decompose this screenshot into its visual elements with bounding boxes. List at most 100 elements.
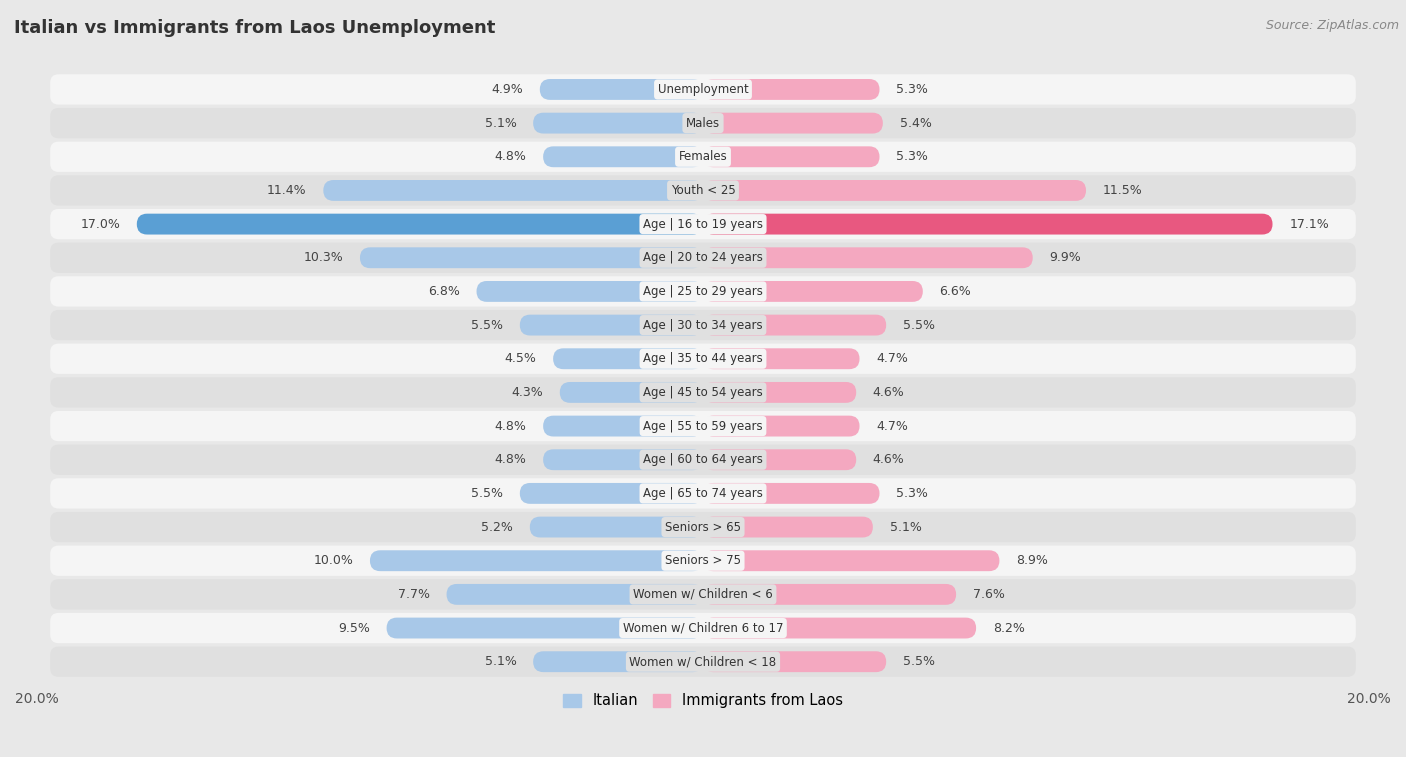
Text: 8.9%: 8.9% [1017,554,1047,567]
Text: 4.8%: 4.8% [495,151,526,164]
FancyBboxPatch shape [703,416,859,437]
FancyBboxPatch shape [51,512,1355,542]
Text: 5.3%: 5.3% [896,151,928,164]
FancyBboxPatch shape [51,242,1355,273]
Text: Age | 60 to 64 years: Age | 60 to 64 years [643,453,763,466]
FancyBboxPatch shape [703,248,1033,268]
FancyBboxPatch shape [540,79,703,100]
FancyBboxPatch shape [703,584,956,605]
FancyBboxPatch shape [703,516,873,537]
Text: 5.1%: 5.1% [890,521,921,534]
Text: 5.5%: 5.5% [471,487,503,500]
FancyBboxPatch shape [533,113,703,133]
Text: Females: Females [679,151,727,164]
Text: 4.8%: 4.8% [495,419,526,432]
FancyBboxPatch shape [51,344,1355,374]
Text: Source: ZipAtlas.com: Source: ZipAtlas.com [1265,19,1399,32]
Text: Women w/ Children < 6: Women w/ Children < 6 [633,588,773,601]
Text: 4.7%: 4.7% [876,419,908,432]
FancyBboxPatch shape [543,416,703,437]
Text: 7.6%: 7.6% [973,588,1005,601]
FancyBboxPatch shape [703,113,883,133]
Text: Youth < 25: Youth < 25 [671,184,735,197]
Text: 5.5%: 5.5% [903,319,935,332]
FancyBboxPatch shape [51,444,1355,475]
Text: 5.5%: 5.5% [471,319,503,332]
Text: Age | 30 to 34 years: Age | 30 to 34 years [643,319,763,332]
FancyBboxPatch shape [703,483,880,504]
FancyBboxPatch shape [520,483,703,504]
FancyBboxPatch shape [51,108,1355,139]
FancyBboxPatch shape [51,613,1355,643]
FancyBboxPatch shape [477,281,703,302]
Text: Age | 35 to 44 years: Age | 35 to 44 years [643,352,763,365]
FancyBboxPatch shape [703,281,922,302]
FancyBboxPatch shape [703,550,1000,571]
Text: 10.3%: 10.3% [304,251,343,264]
Text: Seniors > 75: Seniors > 75 [665,554,741,567]
Text: 4.9%: 4.9% [491,83,523,96]
Text: 5.1%: 5.1% [485,656,516,668]
FancyBboxPatch shape [51,209,1355,239]
Text: Age | 55 to 59 years: Age | 55 to 59 years [643,419,763,432]
FancyBboxPatch shape [51,310,1355,340]
FancyBboxPatch shape [51,579,1355,609]
FancyBboxPatch shape [703,180,1085,201]
FancyBboxPatch shape [553,348,703,369]
Text: Age | 16 to 19 years: Age | 16 to 19 years [643,217,763,231]
Text: 11.5%: 11.5% [1102,184,1143,197]
FancyBboxPatch shape [370,550,703,571]
FancyBboxPatch shape [51,142,1355,172]
Text: Males: Males [686,117,720,129]
Text: 5.1%: 5.1% [485,117,516,129]
Text: Women w/ Children < 18: Women w/ Children < 18 [630,656,776,668]
Text: 7.7%: 7.7% [398,588,430,601]
FancyBboxPatch shape [533,651,703,672]
FancyBboxPatch shape [520,315,703,335]
Text: Age | 20 to 24 years: Age | 20 to 24 years [643,251,763,264]
Text: 11.4%: 11.4% [267,184,307,197]
Text: 5.4%: 5.4% [900,117,931,129]
FancyBboxPatch shape [703,146,880,167]
FancyBboxPatch shape [703,450,856,470]
Text: Women w/ Children 6 to 17: Women w/ Children 6 to 17 [623,621,783,634]
FancyBboxPatch shape [703,382,856,403]
FancyBboxPatch shape [51,478,1355,509]
FancyBboxPatch shape [703,213,1272,235]
FancyBboxPatch shape [703,651,886,672]
FancyBboxPatch shape [543,146,703,167]
Text: 4.7%: 4.7% [876,352,908,365]
FancyBboxPatch shape [703,79,880,100]
FancyBboxPatch shape [703,315,886,335]
FancyBboxPatch shape [703,348,859,369]
Text: 5.3%: 5.3% [896,487,928,500]
FancyBboxPatch shape [51,546,1355,576]
Text: Age | 65 to 74 years: Age | 65 to 74 years [643,487,763,500]
Text: Unemployment: Unemployment [658,83,748,96]
Text: 5.3%: 5.3% [896,83,928,96]
FancyBboxPatch shape [447,584,703,605]
FancyBboxPatch shape [560,382,703,403]
FancyBboxPatch shape [543,450,703,470]
Text: 9.9%: 9.9% [1049,251,1081,264]
FancyBboxPatch shape [136,213,703,235]
FancyBboxPatch shape [51,411,1355,441]
FancyBboxPatch shape [51,276,1355,307]
Text: Age | 45 to 54 years: Age | 45 to 54 years [643,386,763,399]
Text: 17.1%: 17.1% [1289,217,1329,231]
FancyBboxPatch shape [51,377,1355,407]
Text: Seniors > 65: Seniors > 65 [665,521,741,534]
Text: 4.8%: 4.8% [495,453,526,466]
Text: 4.3%: 4.3% [512,386,543,399]
Text: 4.6%: 4.6% [873,453,904,466]
Text: Italian vs Immigrants from Laos Unemployment: Italian vs Immigrants from Laos Unemploy… [14,19,495,37]
FancyBboxPatch shape [51,176,1355,206]
FancyBboxPatch shape [703,618,976,638]
Text: Age | 25 to 29 years: Age | 25 to 29 years [643,285,763,298]
Text: 10.0%: 10.0% [314,554,353,567]
Text: 9.5%: 9.5% [337,621,370,634]
FancyBboxPatch shape [387,618,703,638]
FancyBboxPatch shape [51,74,1355,104]
Text: 8.2%: 8.2% [993,621,1025,634]
FancyBboxPatch shape [530,516,703,537]
